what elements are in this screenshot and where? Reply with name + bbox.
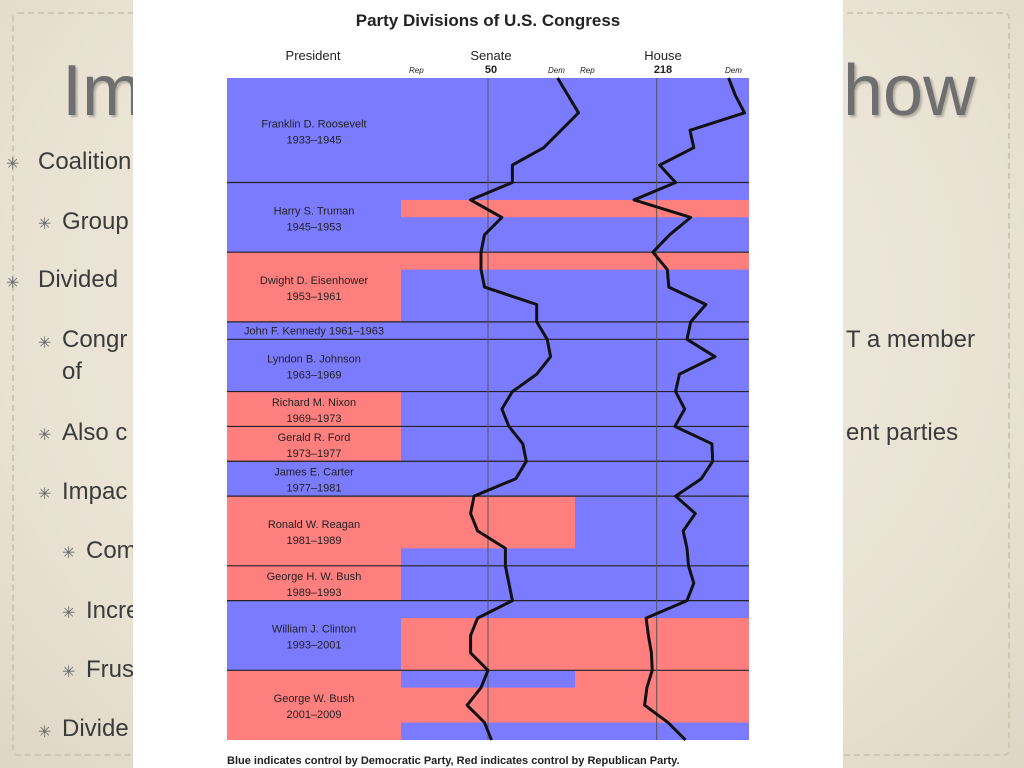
- senate-democratic-seats-line: [465, 77, 580, 741]
- bullet-coalition: Coalition: [38, 148, 132, 175]
- president-column-header: President: [286, 48, 341, 63]
- senate-rep-label: Rep: [409, 66, 424, 75]
- bullet-star-icon: ✳: [62, 605, 76, 622]
- bullet-incre: Incre: [86, 597, 140, 624]
- president-years: 2001–2009: [286, 709, 341, 721]
- bullet-congr-right-fragment: T a member: [846, 326, 975, 353]
- president-years: 1933–1945: [286, 134, 341, 146]
- slide-title-left: Im: [62, 51, 142, 131]
- house-dem-label: Dem: [725, 66, 742, 75]
- bullet-group: Group: [62, 208, 129, 235]
- house-control-band: [575, 217, 749, 253]
- bullet-star-icon: ✳: [38, 486, 52, 503]
- president-years: 1969–1973: [286, 413, 341, 425]
- chart-panel: Party Divisions of U.S. Congress Preside…: [133, 0, 843, 768]
- president-years: 1981–1989: [286, 535, 341, 547]
- house-democratic-seats-line: [632, 77, 746, 742]
- chart-title: Party Divisions of U.S. Congress: [356, 11, 621, 30]
- house-control-band: [575, 269, 749, 619]
- slide-title-right: how: [843, 51, 976, 131]
- senate-majority-threshold: 50: [485, 64, 497, 76]
- president-years: 1963–1969: [286, 369, 341, 381]
- president-name: George H. W. Bush: [267, 571, 362, 583]
- president-years: 1953–1961: [286, 291, 341, 303]
- house-control-band: [575, 78, 749, 200]
- president-name: James E. Carter: [274, 467, 354, 479]
- house-rep-label: Rep: [580, 66, 595, 75]
- bullet-star-icon: ✳: [38, 427, 52, 444]
- house-majority-threshold: 218: [654, 64, 672, 76]
- president-name: Harry S. Truman: [274, 205, 355, 217]
- house-column-header: House: [644, 48, 682, 63]
- bullet-frus: Frus: [86, 656, 134, 683]
- president-name: Ronald W. Reagan: [268, 519, 360, 531]
- president-years: 1977–1981: [286, 483, 341, 495]
- house-control-band: [575, 722, 749, 740]
- president-years: 1993–2001: [286, 639, 341, 651]
- bullet-star-icon: ✳: [6, 275, 20, 292]
- president-name: Lyndon B. Johnson: [267, 353, 361, 365]
- president-name: George W. Bush: [274, 693, 355, 705]
- bullet-star-icon: ✳: [38, 216, 52, 233]
- president-years: 1973–1977: [286, 448, 341, 460]
- president-name: William J. Clinton: [272, 623, 356, 635]
- bullet-impac: Impac: [62, 478, 128, 505]
- senate-column-header: Senate: [470, 48, 511, 63]
- party-divisions-chart: Party Divisions of U.S. Congress Preside…: [227, 11, 749, 767]
- bullet-congr-continuation: of: [62, 358, 83, 385]
- bullet-also: Also c: [62, 419, 128, 446]
- president-name: Dwight D. Eisenhower: [260, 275, 369, 287]
- senate-dem-label: Dem: [548, 66, 565, 75]
- chart-footnote: Blue indicates control by Democratic Par…: [227, 755, 680, 767]
- bullet-star-icon: ✳: [62, 664, 76, 681]
- president-name: Richard M. Nixon: [272, 397, 356, 409]
- president-years: 1945–1953: [286, 221, 341, 233]
- bullet-star-icon: ✳: [62, 545, 76, 562]
- bullet-com: Com: [86, 537, 137, 564]
- bullet-star-icon: ✳: [6, 156, 20, 173]
- bullet-divided: Divided: [38, 266, 119, 293]
- president-name: Gerald R. Ford: [278, 432, 351, 444]
- bullet-divide: Divide: [62, 715, 129, 742]
- bullet-congr: Congr: [62, 326, 128, 353]
- bullet-star-icon: ✳: [38, 724, 52, 741]
- bullet-also-right-fragment: ent parties: [846, 419, 959, 446]
- president-name: John F. Kennedy 1961–1963: [244, 326, 384, 338]
- president-years: 1989–1993: [286, 587, 341, 599]
- president-name: Franklin D. Roosevelt: [261, 118, 366, 130]
- bullet-star-icon: ✳: [38, 335, 52, 352]
